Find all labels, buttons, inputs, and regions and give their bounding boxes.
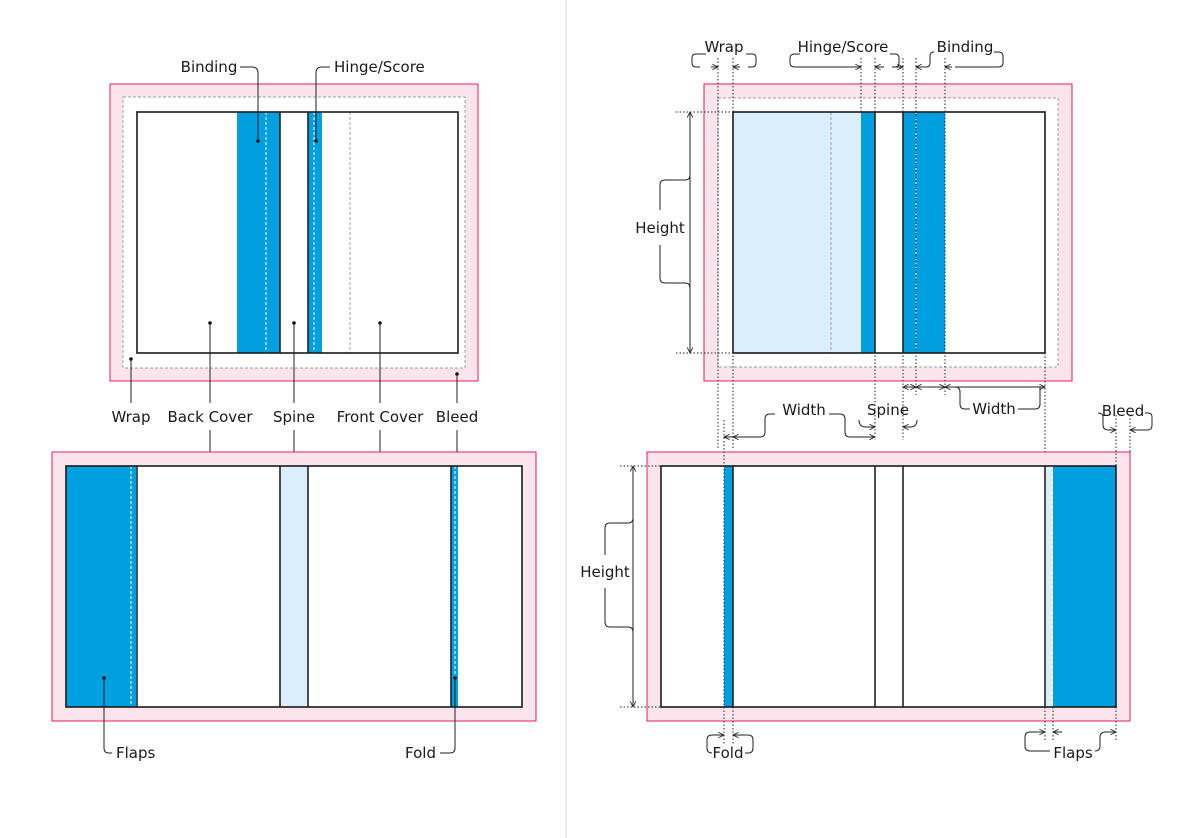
front-flap xyxy=(1053,466,1116,707)
label-height-top: Height xyxy=(635,219,685,237)
back-cover-highlight xyxy=(733,112,861,353)
label-width-left: Width xyxy=(782,401,826,419)
wrap-guide xyxy=(122,96,466,369)
label-bleed-dim: Bleed xyxy=(1102,402,1144,420)
label-width-right: Width xyxy=(972,400,1016,418)
hinge-band xyxy=(861,112,875,353)
label-height-bottom: Height xyxy=(580,563,630,581)
label-fold: Fold xyxy=(405,744,436,762)
binding-band xyxy=(237,112,280,353)
label-fold-dim: Fold xyxy=(713,744,744,762)
left-hardcover-diagram xyxy=(109,66,479,403)
hinge-band xyxy=(308,112,322,353)
label-flaps-dim: Flaps xyxy=(1053,744,1093,762)
label-spine: Spine xyxy=(273,408,315,426)
label-binding: Binding xyxy=(181,58,238,76)
label-hinge-score: Hinge/Score xyxy=(334,58,425,76)
label-front-cover: Front Cover xyxy=(337,408,424,426)
binding-band xyxy=(903,112,945,353)
label-flaps: Flaps xyxy=(116,744,156,762)
label-bleed: Bleed xyxy=(436,408,478,426)
label-hinge-score-dim: Hinge/Score xyxy=(798,38,889,56)
back-flap xyxy=(66,466,136,707)
jacket-trim xyxy=(65,465,523,708)
label-spine-dim: Spine xyxy=(867,401,909,419)
jacket-spine xyxy=(280,466,308,707)
fold-band xyxy=(724,466,733,707)
label-wrap-dim: Wrap xyxy=(704,38,743,56)
right-hardcover-diagram xyxy=(659,51,1073,460)
left-dustjacket-diagram xyxy=(51,430,537,754)
label-back-cover: Back Cover xyxy=(167,408,253,426)
label-wrap: Wrap xyxy=(111,408,150,426)
cover-trim xyxy=(136,111,459,354)
right-dustjacket-diagram xyxy=(604,412,1153,754)
label-binding-dim: Binding xyxy=(937,38,994,56)
